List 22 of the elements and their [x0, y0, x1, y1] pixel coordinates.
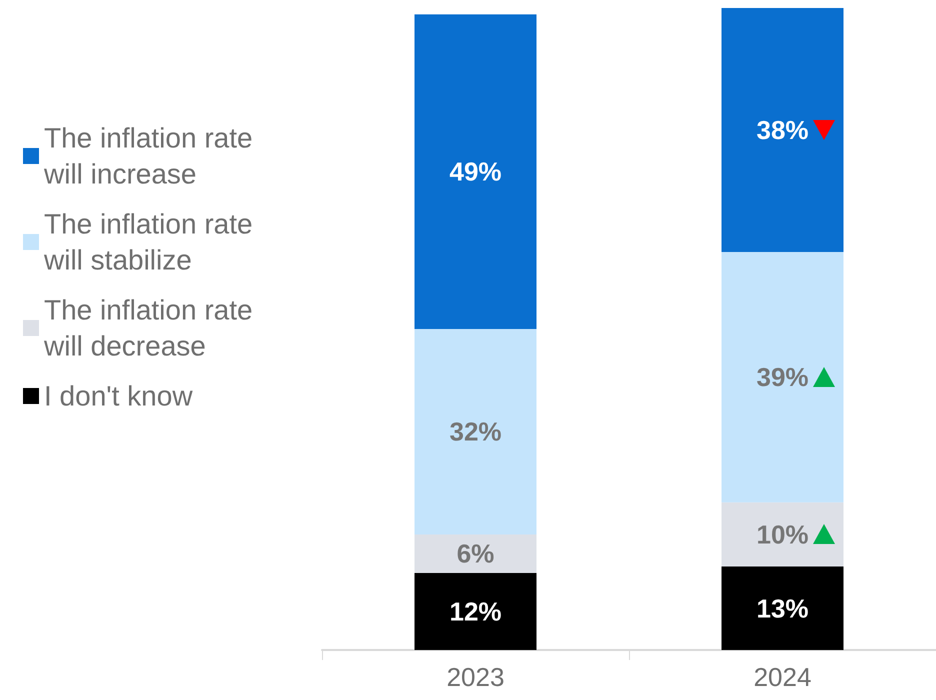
bar	[722, 252, 844, 502]
bar	[414, 329, 536, 534]
data-label: 10%	[756, 519, 809, 550]
data-label: 12%	[449, 596, 502, 626]
legend-label: The inflation rate will decrease	[43, 294, 260, 362]
bar	[722, 502, 844, 567]
legend-label: I don't know	[44, 380, 194, 412]
data-label: 32%	[449, 416, 502, 447]
data-label: 13%	[756, 593, 809, 624]
bar	[722, 566, 844, 650]
bar	[414, 534, 536, 573]
x-tick-label: 2023	[446, 662, 504, 692]
legend-label: The inflation rate will stabilize	[43, 208, 260, 276]
bar	[414, 14, 536, 329]
x-tick-label: 2024	[754, 662, 812, 692]
bar	[414, 572, 536, 650]
data-label: 6%	[456, 538, 494, 569]
data-label: 49%	[449, 156, 502, 187]
legend-label: The inflation rate will increase	[43, 122, 260, 190]
data-label: 38%	[756, 114, 809, 145]
data-label: 39%	[756, 362, 809, 392]
bar	[722, 8, 844, 252]
